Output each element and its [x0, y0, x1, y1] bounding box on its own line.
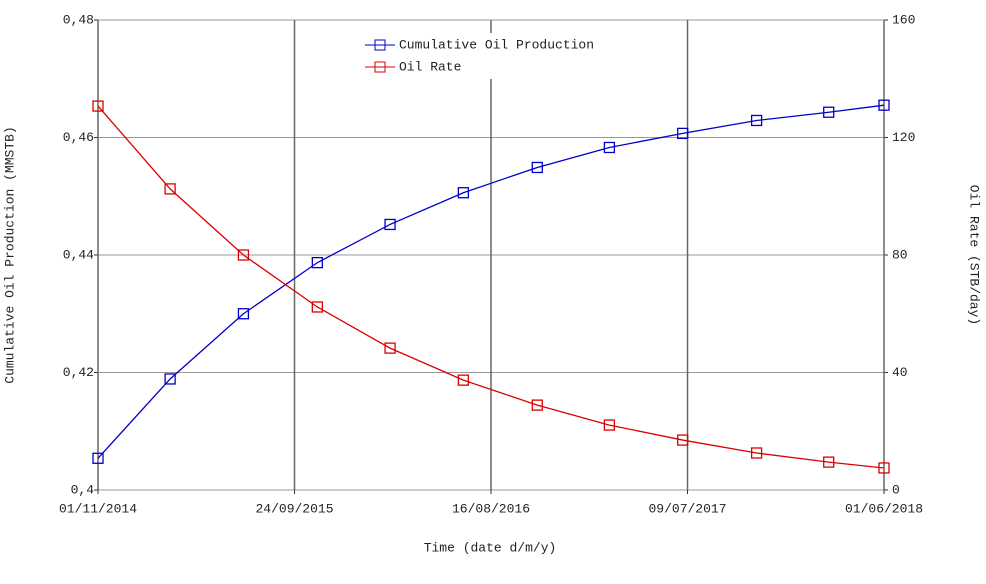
y-tick-label: 0,48	[63, 12, 94, 27]
marker	[164, 373, 176, 385]
marker	[237, 308, 250, 320]
y-tick-label: 0,46	[63, 130, 94, 145]
marker	[677, 434, 689, 446]
marker	[750, 447, 763, 459]
y2-tick-label: 160	[892, 12, 915, 27]
marker	[677, 127, 689, 140]
marker	[878, 462, 890, 474]
marker	[311, 256, 323, 269]
y-tick-label: 0,44	[63, 247, 94, 262]
x-tick-label: 24/09/2015	[255, 501, 333, 516]
marker	[384, 342, 396, 354]
marker	[457, 374, 470, 386]
marker	[384, 218, 396, 231]
marker	[603, 419, 616, 431]
y2-tick-label: 120	[892, 130, 915, 145]
legend-label: Oil Rate	[399, 59, 461, 74]
marker	[531, 161, 543, 174]
legend-marker	[374, 61, 386, 73]
y-tick-label: 0,42	[63, 365, 94, 380]
legend-box	[361, 33, 623, 79]
y-axis-label: Cumulative Oil Production (MMSTB)	[2, 126, 17, 383]
marker	[603, 141, 616, 154]
marker	[237, 249, 250, 261]
marker	[311, 301, 323, 313]
marker	[750, 114, 763, 127]
series-line	[97, 105, 885, 469]
y2-axis-label: Oil Rate (STB/day)	[967, 185, 982, 325]
x-tick-label: 01/06/2018	[845, 501, 923, 516]
x-tick-label: 01/11/2014	[59, 501, 137, 516]
y2-tick-label: 0	[892, 482, 900, 497]
legend-label: Cumulative Oil Production	[399, 37, 594, 52]
marker	[457, 187, 470, 199]
x-tick-label: 09/07/2017	[648, 501, 726, 516]
marker	[823, 456, 835, 468]
y-tick-label: 0,4	[71, 482, 95, 497]
marker	[92, 100, 104, 112]
marker	[878, 99, 890, 111]
y2-tick-label: 80	[892, 247, 908, 262]
series-line	[97, 104, 885, 459]
marker	[92, 452, 104, 464]
marker	[531, 399, 543, 411]
x-axis-label: Time (date d/m/y)	[424, 540, 557, 555]
legend-marker	[374, 39, 386, 51]
marker	[164, 183, 176, 195]
marker	[823, 106, 835, 118]
x-tick-label: 16/08/2016	[452, 501, 530, 516]
y2-tick-label: 40	[892, 365, 908, 380]
